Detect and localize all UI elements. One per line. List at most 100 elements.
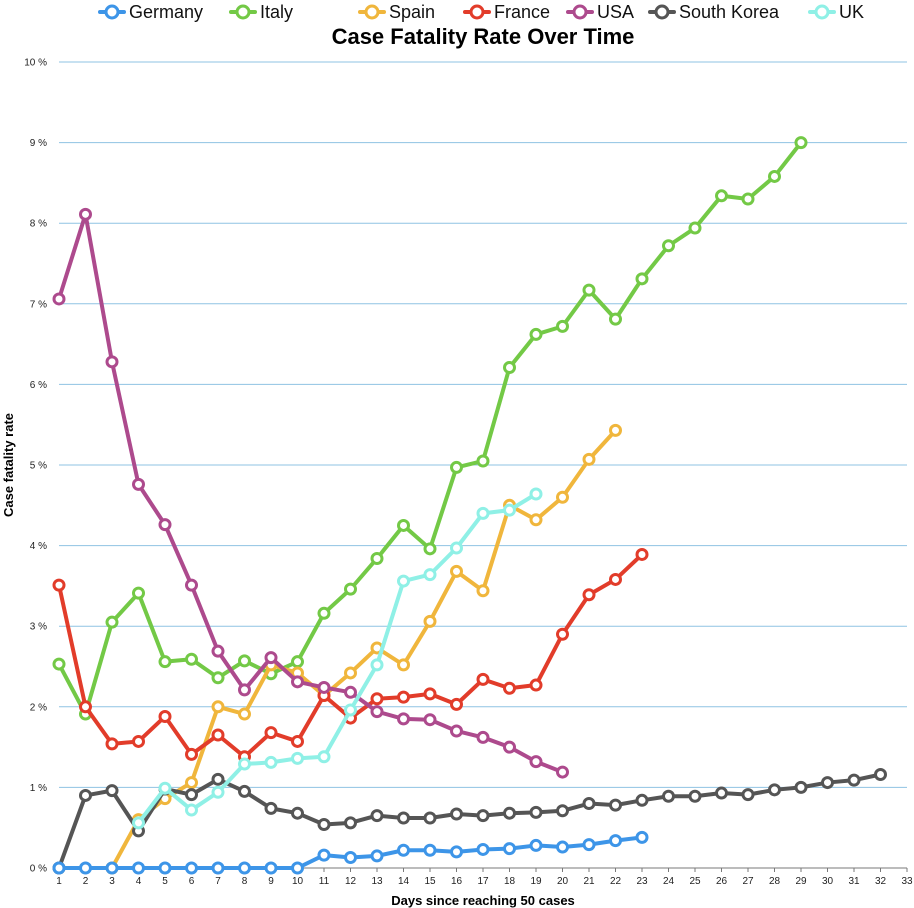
data-point: [397, 690, 410, 704]
data-point: [582, 588, 596, 602]
x-axis-label: Days since reaching 50 cases: [391, 893, 575, 908]
data-point: [344, 851, 357, 865]
x-tick-label: 22: [610, 876, 622, 887]
data-point: [264, 801, 278, 815]
legend-item-usa: USA: [566, 2, 634, 22]
y-tick-label: 3 %: [30, 622, 47, 633]
x-tick-label: 6: [189, 876, 195, 887]
data-point: [662, 239, 675, 253]
data-point: [529, 327, 543, 341]
y-tick-label: 8 %: [30, 219, 47, 230]
x-tick-label: 31: [848, 876, 860, 887]
data-point: [370, 809, 384, 823]
data-point: [105, 615, 119, 629]
y-axis-label: Case fatality rate: [1, 413, 16, 517]
data-point: [211, 772, 225, 786]
data-point: [370, 705, 384, 719]
chart-title: Case Fatality Rate Over Time: [332, 24, 635, 49]
data-point: [264, 651, 278, 665]
data-point: [158, 781, 172, 795]
data-point: [794, 136, 808, 150]
x-tick-label: 29: [795, 876, 807, 887]
legend-marker: [814, 4, 830, 20]
legend-item-uk: UK: [808, 2, 864, 22]
data-point: [158, 518, 172, 532]
data-point: [715, 189, 728, 203]
data-point: [688, 789, 702, 803]
data-point: [556, 804, 569, 818]
data-point: [79, 788, 92, 802]
data-point: [423, 713, 437, 727]
x-tick-label: 23: [636, 876, 648, 887]
data-point: [556, 627, 569, 641]
data-point: [317, 750, 331, 764]
data-point: [397, 811, 410, 825]
data-point: [132, 734, 145, 748]
x-tick-label: 17: [477, 876, 489, 887]
data-point: [450, 697, 463, 711]
x-tick-label: 8: [242, 876, 248, 887]
data-point: [344, 685, 357, 699]
data-point: [847, 773, 861, 787]
legend-label: Spain: [389, 2, 435, 22]
data-point: [238, 707, 251, 721]
x-tick-label: 20: [557, 876, 569, 887]
data-point: [370, 849, 384, 863]
y-axis-ticks: 0 % 1 % 2 % 3 % 4 % 5 % 6 % 7 % 8 % 9 % 10 %: [24, 58, 47, 875]
data-point: [105, 861, 119, 875]
legend: Germany Italy Spain France USA South Korea UK: [98, 2, 864, 22]
data-point: [291, 751, 304, 765]
data-point: [397, 843, 410, 857]
data-point: [741, 192, 755, 206]
data-point: [52, 292, 66, 306]
data-point: [529, 513, 543, 527]
data-point: [344, 666, 357, 680]
y-tick-label: 1 %: [30, 783, 47, 794]
data-point: [185, 861, 198, 875]
data-point: [450, 460, 463, 474]
data-point: [529, 805, 543, 819]
y-tick-label: 0 %: [30, 864, 47, 875]
data-point: [79, 207, 92, 221]
data-point: [397, 574, 410, 588]
data-point: [317, 680, 331, 694]
data-point: [476, 584, 490, 598]
data-point: [397, 712, 410, 726]
data-point: [291, 655, 304, 669]
data-point: [105, 355, 119, 369]
legend-marker: [104, 4, 120, 20]
data-point: [450, 564, 463, 578]
data-point: [582, 797, 596, 811]
data-point: [476, 506, 490, 520]
x-axis-ticks: 1 2 3 4 5 6 7 8 9 10 11 12 13 14 15 16 17 18 19 20 21 22 23 24 2…: [56, 868, 913, 887]
data-point: [556, 765, 569, 779]
legend-item-germany: Germany: [98, 2, 203, 22]
x-tick-label: 1: [56, 876, 62, 887]
x-tick-label: 14: [398, 876, 410, 887]
data-point: [264, 861, 278, 875]
x-tick-label: 9: [268, 876, 274, 887]
x-tick-label: 30: [822, 876, 834, 887]
x-tick-label: 11: [319, 876, 330, 887]
data-point: [529, 755, 543, 769]
x-tick-label: 21: [583, 876, 595, 887]
data-point: [503, 806, 516, 820]
data-point: [344, 816, 357, 830]
data-point: [609, 572, 622, 586]
data-point: [344, 582, 357, 596]
series-uk: [132, 487, 543, 830]
data-point: [52, 578, 66, 592]
series-italy: [52, 136, 808, 721]
data-point: [185, 652, 198, 666]
x-tick-label: 26: [716, 876, 728, 887]
y-tick-label: 7 %: [30, 299, 47, 310]
data-point: [105, 737, 119, 751]
legend-marker: [572, 4, 588, 20]
data-point: [211, 700, 225, 714]
x-tick-label: 33: [901, 876, 913, 887]
data-point: [79, 861, 92, 875]
data-point: [821, 776, 834, 790]
series-germany: [52, 830, 649, 875]
data-point: [423, 687, 437, 701]
y-tick-label: 5 %: [30, 461, 47, 472]
